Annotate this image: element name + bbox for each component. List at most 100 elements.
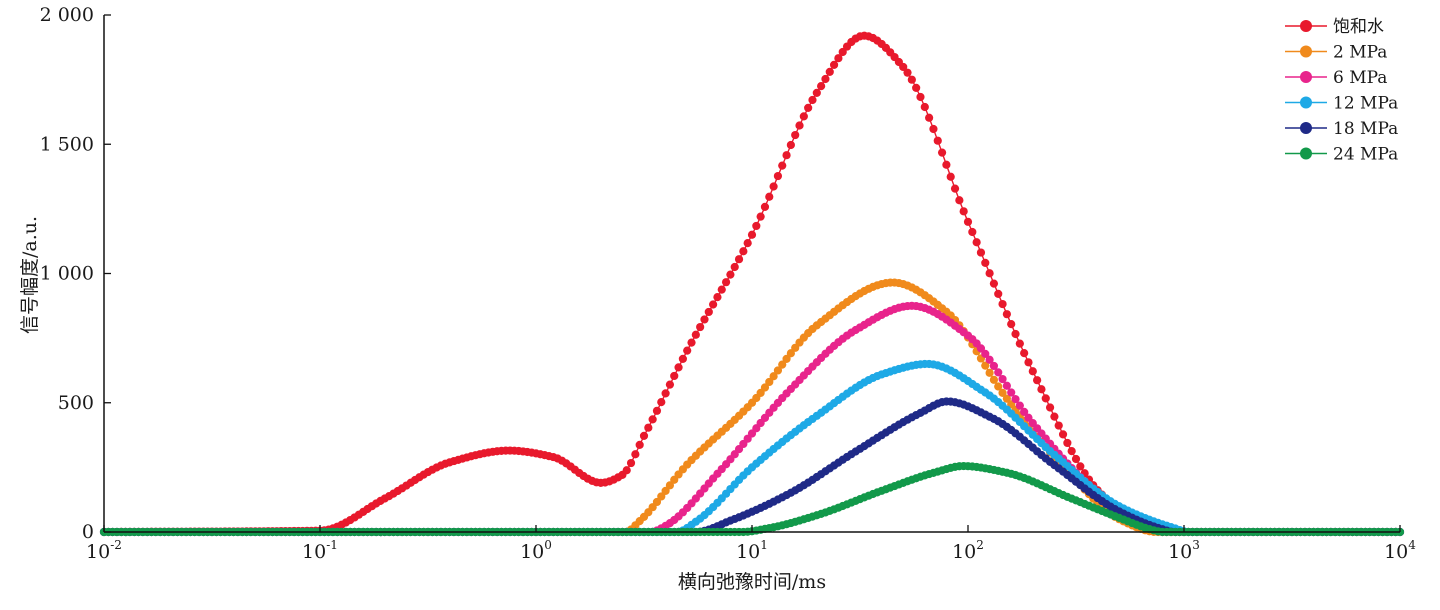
- data-point: [721, 278, 731, 287]
- legend-item-2: 6 MPa: [1285, 68, 1387, 88]
- data-point: [929, 124, 938, 134]
- x-axis-title: 横向弛豫时间/ms: [678, 571, 826, 593]
- y-tick-label: 0: [82, 521, 94, 543]
- data-point: [899, 62, 908, 72]
- data-point: [989, 361, 999, 371]
- data-point: [657, 492, 666, 501]
- data-point: [778, 161, 787, 170]
- data-point: [639, 431, 649, 440]
- legend-swatch-marker: [1300, 96, 1312, 109]
- y-tick-label: 500: [58, 392, 94, 414]
- x-tick-label: 100: [520, 538, 552, 563]
- data-point: [1011, 329, 1020, 339]
- data-point: [808, 95, 817, 105]
- data-point: [1020, 407, 1029, 416]
- series-layer: [99, 31, 1405, 537]
- data-point: [985, 355, 994, 364]
- data-point: [920, 102, 929, 112]
- data-point: [786, 140, 795, 150]
- data-point: [778, 360, 787, 369]
- data-point: [713, 292, 722, 302]
- data-point: [743, 239, 752, 248]
- data-point: [678, 354, 687, 363]
- legend-item-4: 18 MPa: [1285, 119, 1398, 139]
- data-point: [773, 366, 783, 375]
- data-point: [998, 299, 1007, 309]
- data-point: [691, 330, 700, 339]
- data-point: [1067, 447, 1076, 456]
- y-tick-label: 1 500: [40, 133, 94, 155]
- data-point: [1002, 394, 1011, 403]
- data-point: [1007, 320, 1016, 329]
- series-5: [99, 461, 1405, 537]
- data-point: [765, 377, 774, 387]
- x-tick-label: 104: [1384, 538, 1416, 563]
- x-tick-label: 103: [1168, 538, 1200, 563]
- series-1: [99, 278, 1405, 537]
- x-tick-label: 102: [952, 538, 984, 563]
- data-point: [804, 103, 813, 112]
- data-point: [717, 285, 726, 294]
- data-point: [760, 383, 770, 392]
- data-point: [976, 248, 986, 257]
- data-point: [752, 221, 761, 231]
- data-point: [942, 160, 951, 169]
- data-point: [709, 300, 718, 309]
- data-point: [657, 398, 666, 407]
- data-point: [782, 354, 791, 363]
- data-point: [1024, 358, 1033, 367]
- series-line-2: [104, 305, 1400, 533]
- series-line-0: [103, 34, 1400, 533]
- legend-item-1: 2 MPa: [1285, 43, 1387, 63]
- data-point: [670, 371, 679, 381]
- data-point: [661, 389, 670, 398]
- data-point: [734, 255, 744, 264]
- data-point: [1011, 395, 1020, 404]
- data-point: [1041, 394, 1050, 403]
- data-point: [817, 81, 826, 91]
- data-point: [963, 217, 973, 226]
- data-point: [665, 380, 675, 389]
- y-tick-label: 2 000: [40, 4, 94, 26]
- data-point: [626, 458, 636, 468]
- data-point: [799, 112, 808, 121]
- data-point: [704, 307, 713, 317]
- data-point: [1037, 385, 1046, 394]
- x-tick-label: 10-1: [302, 538, 338, 563]
- data-point: [769, 372, 778, 381]
- data-point: [1015, 339, 1024, 348]
- data-point: [998, 388, 1007, 397]
- data-point: [739, 247, 748, 256]
- legend: 饱和水 2 MPa 6 MPa 12 MPa 18 MPa 24 MPa: [1285, 17, 1398, 165]
- data-point: [1071, 454, 1081, 464]
- data-point: [959, 207, 968, 216]
- data-point: [760, 202, 770, 211]
- data-point: [834, 54, 843, 63]
- data-point: [635, 440, 644, 449]
- data-point: [730, 262, 739, 272]
- data-point: [756, 212, 765, 221]
- legend-label: 24 MPa: [1333, 145, 1398, 165]
- data-point: [946, 172, 955, 181]
- x-tick-label: 10-2: [86, 538, 122, 563]
- series-line-1: [104, 281, 1400, 533]
- data-point: [955, 196, 964, 205]
- data-point: [1015, 401, 1024, 410]
- legend-label: 18 MPa: [1333, 119, 1398, 139]
- data-point: [994, 368, 1003, 377]
- data-point: [972, 238, 981, 247]
- data-point: [765, 192, 774, 201]
- data-point: [696, 322, 705, 332]
- legend-label: 2 MPa: [1333, 43, 1387, 63]
- data-point: [648, 415, 657, 424]
- data-point: [1045, 403, 1055, 412]
- data-point: [998, 374, 1007, 384]
- legend-label: 饱和水: [1333, 17, 1384, 37]
- data-point: [989, 279, 999, 288]
- series-line-3: [104, 363, 1400, 533]
- legend-label: 6 MPa: [1333, 68, 1387, 88]
- data-point: [912, 83, 921, 92]
- data-point: [631, 450, 640, 459]
- legend-item-5: 24 MPa: [1285, 145, 1398, 165]
- data-point: [825, 67, 834, 76]
